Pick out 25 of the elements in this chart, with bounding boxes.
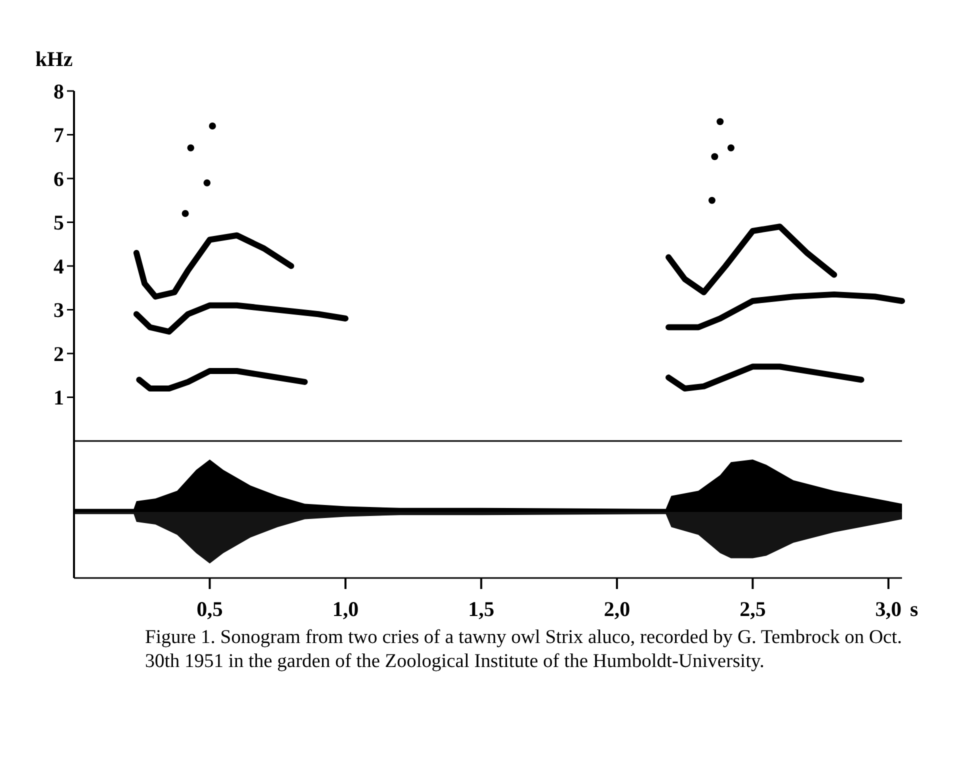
point: [711, 153, 718, 160]
y-tick-label: 8: [54, 79, 64, 104]
point: [727, 144, 734, 152]
y-tick-label: 6: [54, 166, 64, 191]
y-tick-label: 1: [54, 386, 64, 410]
y-tick-label: 7: [54, 123, 64, 148]
x-tick-label: 1,5: [468, 597, 494, 621]
y-tick-label: 5: [54, 210, 64, 235]
x-axis-title: s: [910, 597, 918, 621]
point: [182, 210, 189, 217]
x-tick-label: 2,5: [740, 597, 766, 621]
point: [716, 118, 724, 126]
point: [708, 196, 716, 204]
x-tick-label: 0,5: [196, 597, 223, 621]
caption: Figure 1. Sonogram from two cries of a tawny owl Strix aluco, recorded by G. Tembrock on Oct. 30th 1951 in the garden of the Zoological Institute of the Humboldt-University.: [145, 626, 903, 674]
x-tick-label: 1,0: [332, 597, 359, 621]
x-tick-label: 2,0: [604, 597, 630, 621]
y-tick-label: 2: [54, 342, 64, 366]
point: [204, 179, 211, 186]
point: [208, 122, 216, 130]
x-tick-label: 3,0: [875, 597, 902, 621]
y-axis-title: kHz: [35, 47, 73, 71]
point: [187, 144, 194, 152]
y-tick-label: 4: [54, 254, 64, 278]
y-tick-label: 3: [54, 298, 64, 322]
